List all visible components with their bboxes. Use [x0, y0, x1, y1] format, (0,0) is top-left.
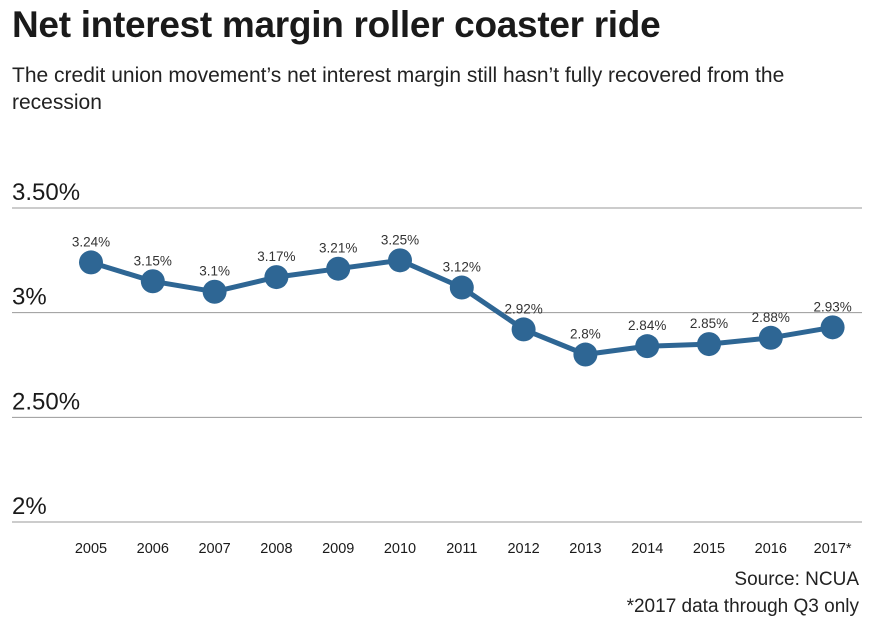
data-point	[511, 317, 536, 342]
y-tick-label: 2.50%	[12, 388, 80, 415]
x-tick-label: 2013	[569, 541, 601, 557]
chart-title: Net interest margin roller coaster ride	[12, 4, 661, 45]
x-tick-label: 2007	[198, 541, 230, 557]
data-label: 3.25%	[381, 232, 419, 247]
data-point	[202, 279, 227, 304]
x-tick-label: 2014	[631, 541, 663, 557]
x-tick-label: 2011	[446, 541, 477, 557]
data-point	[573, 342, 598, 367]
y-tick-label: 2%	[12, 493, 47, 520]
data-label: 3.12%	[443, 260, 481, 275]
x-tick-label: 2015	[693, 541, 725, 557]
data-point	[449, 275, 474, 300]
x-tick-label: 2016	[755, 541, 787, 557]
data-point	[140, 269, 165, 294]
data-point	[79, 250, 103, 275]
y-tick-label: 3.50%	[12, 179, 80, 206]
data-point	[635, 334, 660, 359]
data-label: 3.15%	[134, 253, 172, 268]
data-label: 3.21%	[319, 241, 357, 256]
y-tick-label: 3%	[12, 284, 47, 311]
data-label: 3.1%	[199, 264, 230, 279]
data-label: 2.93%	[813, 299, 851, 314]
data-label: 2.84%	[628, 318, 666, 333]
data-point	[820, 315, 845, 340]
data-label: 2.88%	[752, 310, 790, 325]
data-label: 3.24%	[72, 234, 110, 249]
x-tick-label: 2017*	[814, 541, 852, 557]
data-label: 3.17%	[257, 249, 295, 264]
chart-subtitle: The credit union movement’s net interest…	[12, 64, 785, 114]
x-tick-label: 2012	[507, 541, 539, 557]
x-tick-label: 2010	[384, 541, 416, 557]
x-tick-label: 2009	[322, 541, 354, 557]
data-label: 2.92%	[504, 301, 542, 316]
x-tick-label: 2008	[260, 541, 292, 557]
data-label: 2.85%	[690, 316, 728, 331]
data-point	[697, 332, 721, 357]
footnote: *2017 data through Q3 only	[626, 596, 859, 617]
data-point	[326, 256, 351, 281]
data-label: 2.8%	[570, 327, 601, 342]
data-point	[758, 325, 783, 350]
data-point	[264, 265, 289, 290]
data-point	[388, 248, 412, 273]
x-tick-label: 2006	[137, 541, 169, 557]
x-tick-label: 2005	[75, 541, 107, 557]
source-note: Source: NCUA	[734, 569, 859, 590]
